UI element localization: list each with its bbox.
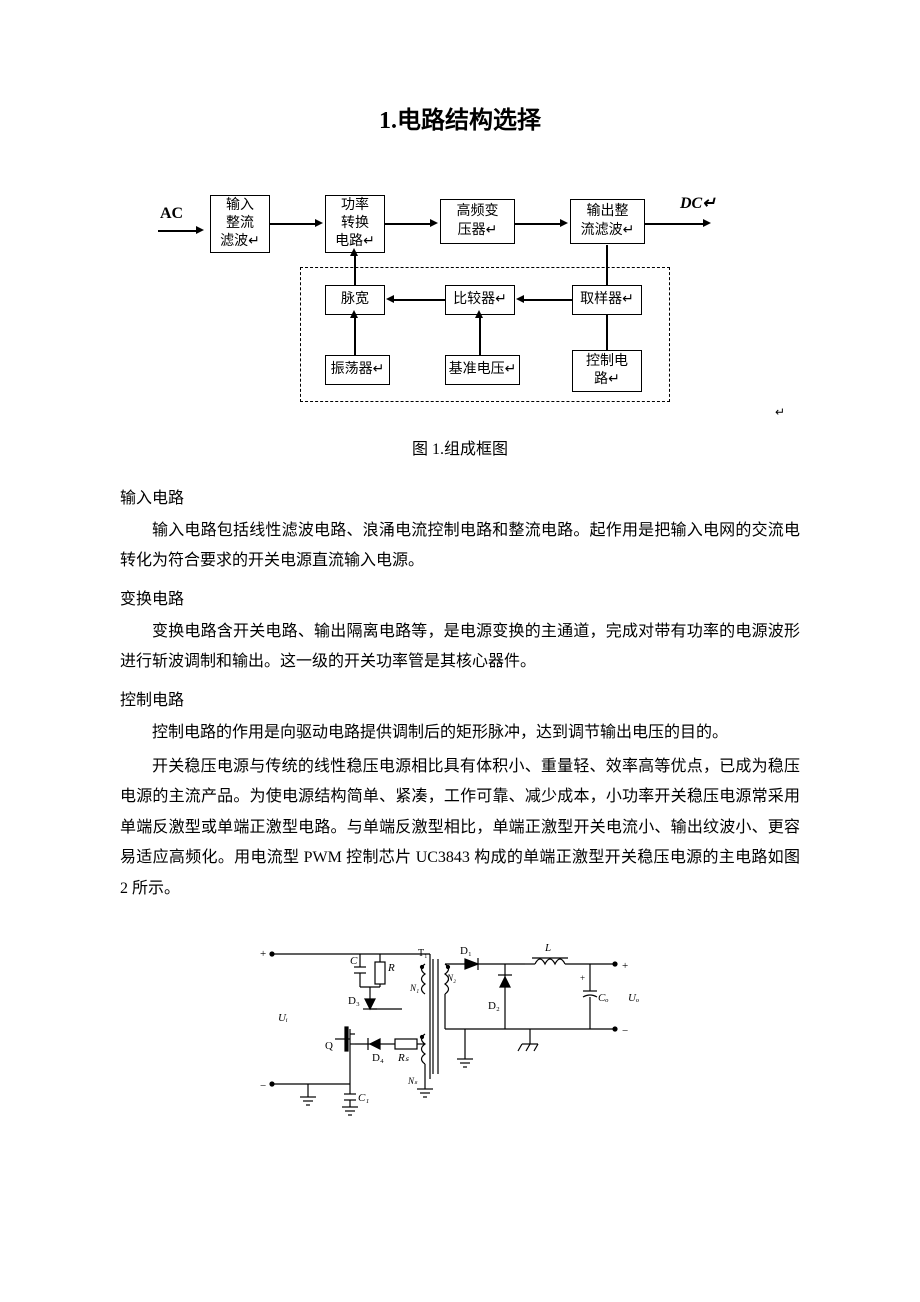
rs-label: Rₛ (397, 1052, 410, 1064)
arrow-ref-up-head (475, 310, 483, 318)
ui-label: Uᵢ (278, 1012, 288, 1024)
uo-label: Uₒ (628, 992, 639, 1004)
section3-para2: 开关稳压电源与传统的线性稳压电源相比具有体积小、重量轻、效率高等优点，已成为稳压… (120, 752, 800, 904)
ac-arrow (158, 230, 198, 232)
r-label: R (387, 962, 395, 974)
arrow-comp-pw (393, 299, 445, 301)
d4-label: D₄ (372, 1052, 384, 1064)
box-output-rect: 输出整流滤波↵ (570, 199, 645, 244)
block-diagram: AC DC↵ 输入整流滤波↵ 功率转换电路↵ 高频变压器↵ 输出整流滤波↵ 脉宽… (140, 185, 780, 415)
box-power-conv: 功率转换电路↵ (325, 195, 385, 253)
section2-head: 变换电路 (120, 585, 800, 609)
section2-para: 变换电路含开关电路、输出隔离电路等，是电源变换的主通道，完成对带有功率的电源波形… (120, 617, 800, 678)
arrow-ref-up (479, 317, 481, 355)
figure1-caption: 图 1.组成框图 (120, 435, 800, 459)
dc-label: DC↵ (680, 193, 716, 213)
ac-label: AC (160, 205, 183, 223)
c1-label: C₁ (358, 1092, 369, 1104)
section3-para1: 控制电路的作用是向驱动电路提供调制后的矩形脉冲，达到调节输出电压的目的。 (120, 718, 800, 748)
circuit-diagram: + − Uᵢ C R D₃ (120, 929, 800, 1124)
plus2-label: + (622, 960, 628, 972)
q-label: Q (325, 1040, 333, 1052)
co-label: Cₒ (598, 992, 608, 1004)
d1-label: D₁ (460, 945, 472, 957)
box-sampler: 取样器↵ (572, 285, 642, 315)
arrow-samp-comp-head (516, 295, 524, 303)
section3-head: 控制电路 (120, 686, 800, 710)
svg-text:+: + (580, 973, 585, 983)
arrow-dc-out (645, 223, 705, 225)
arrow-samp-comp (523, 299, 572, 301)
t1-label: T₁ (418, 948, 428, 959)
minus2-label: − (622, 1025, 628, 1037)
section1-head: 输入电路 (120, 484, 800, 508)
minus1-label: − (260, 1080, 266, 1092)
arrow-samp-ctrl (606, 315, 608, 350)
arrow-pw-up (354, 255, 356, 285)
arrow-osc-up-head (350, 310, 358, 318)
arrow-pw-up-head (350, 248, 358, 256)
arrow-3-4-head (560, 219, 568, 227)
l-label: L (544, 942, 551, 954)
plus1-label: + (260, 948, 266, 960)
arrow-2-3-head (430, 219, 438, 227)
box-ref-voltage: 基准电压↵ (445, 355, 520, 385)
ns-label: Nₛ (407, 1076, 418, 1086)
arrow-2-3 (385, 223, 432, 225)
ac-arrow-head (196, 226, 204, 234)
n2-label: N₂ (446, 973, 456, 983)
box-oscillator: 振荡器↵ (325, 355, 390, 385)
section1-para: 输入电路包括线性滤波电路、浪涌电流控制电路和整流电路。起作用是把输入电网的交流电… (120, 516, 800, 577)
c-label: C (350, 955, 358, 967)
box-control: 控制电路↵ (572, 350, 642, 392)
arrow-comp-pw-head (386, 295, 394, 303)
arrow-1-2 (270, 223, 317, 225)
arrow-1-2-head (315, 219, 323, 227)
box-hf-trans: 高频变压器↵ (440, 199, 515, 244)
page-title: 1.电路结构选择 (120, 100, 800, 135)
arrow-3-4 (515, 223, 562, 225)
box-input-rect: 输入整流滤波↵ (210, 195, 270, 253)
arrow-osc-up (354, 317, 356, 355)
d3-label: D₃ (348, 995, 360, 1007)
n1-label: N₁ (409, 983, 419, 993)
arrow-dc-out-head (703, 219, 711, 227)
d2-label: D₂ (488, 1000, 500, 1012)
arrow-fb-down (606, 245, 608, 285)
